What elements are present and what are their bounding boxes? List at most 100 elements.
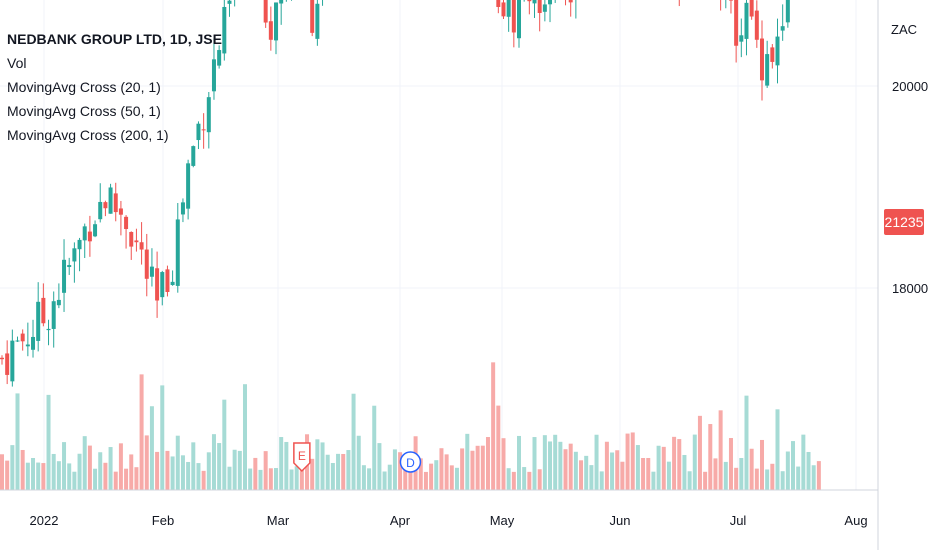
volume-bar (392, 449, 397, 490)
volume-bar (599, 471, 604, 490)
volume-bar (387, 464, 392, 490)
volume-bar (501, 438, 506, 490)
candle-body (0, 357, 4, 360)
volume-bar (744, 395, 749, 490)
volume-bar (449, 465, 454, 490)
volume-bar (315, 439, 320, 490)
candle-body (36, 301, 41, 341)
volume-bar (739, 457, 744, 490)
volume-bar (765, 469, 770, 490)
study-ma-50[interactable]: MovingAvg Cross (50, 1) (7, 103, 161, 119)
volume-bar (165, 450, 170, 490)
candle-body (149, 266, 154, 277)
volume-bar (149, 406, 154, 490)
volume-bar (759, 439, 764, 490)
volume-bar (248, 468, 253, 490)
volume-bar (615, 450, 620, 490)
symbol-title[interactable]: NEDBANK GROUP LTD, 1D, JSE (7, 31, 222, 47)
candle-body (548, 0, 553, 5)
volume-bars (0, 362, 821, 490)
volume-bar (206, 452, 211, 490)
volume-bar (367, 468, 372, 490)
candle-body (62, 259, 67, 293)
volume-bar (770, 463, 775, 490)
volume-bar (160, 385, 165, 490)
volume-bar (723, 461, 728, 490)
candle-body (511, 0, 516, 33)
volume-bar (341, 453, 346, 490)
volume-bar (775, 409, 780, 490)
volume-bar (51, 453, 56, 490)
volume-bar (491, 362, 496, 490)
candle-body (134, 240, 139, 243)
volume-bar (697, 415, 702, 490)
candle-body (118, 208, 123, 215)
volume-bar (687, 471, 692, 490)
candle-body (31, 336, 36, 350)
volume-bar (253, 457, 258, 490)
volume-bar (139, 374, 144, 490)
volume-bar (294, 466, 299, 490)
volume-bar (336, 453, 341, 490)
volume-bar (527, 471, 532, 490)
volume-bar (434, 460, 439, 490)
volume-bar (780, 471, 785, 490)
study-volume[interactable]: Vol (7, 55, 27, 71)
study-ma-200[interactable]: MovingAvg Cross (200, 1) (7, 127, 169, 143)
volume-bar (682, 454, 687, 490)
volume-bar (677, 439, 682, 490)
volume-bar (82, 436, 87, 490)
candle-body (501, 2, 506, 17)
candle-body (25, 344, 30, 347)
chart-legend: NEDBANK GROUP LTD, 1D, JSE Vol MovingAvg… (7, 27, 222, 147)
volume-bar (41, 463, 46, 490)
candle-body (67, 265, 72, 268)
volume-bar (646, 457, 651, 490)
candle-body (191, 146, 196, 166)
candle-body (279, 0, 284, 4)
volume-bar (816, 461, 821, 490)
volume-bar (180, 455, 185, 490)
study-ma-20[interactable]: MovingAvg Cross (20, 1) (7, 79, 161, 95)
candle-body (759, 38, 764, 81)
candle-body (765, 54, 770, 86)
volume-bar (134, 467, 139, 490)
candle-body (517, 0, 521, 39)
candle-body (46, 328, 51, 331)
candle-body (82, 226, 87, 241)
volume-bar (418, 458, 423, 490)
volume-bar (749, 448, 754, 490)
candlesticks (0, 0, 790, 387)
volume-bar (10, 445, 15, 490)
time-tick-label: Feb (152, 513, 174, 528)
candle-body (496, 0, 501, 7)
candle-body (780, 26, 785, 31)
candle-body (170, 281, 175, 286)
volume-bar (811, 465, 816, 490)
candle-body (175, 219, 180, 286)
time-tick-label: Jul (730, 513, 747, 528)
candle-body (268, 21, 273, 40)
candle-body (165, 269, 170, 293)
candle-body (568, 0, 573, 3)
candle-body (734, 0, 739, 46)
volume-bar (62, 442, 67, 490)
volume-bar (361, 465, 366, 490)
volume-bar (604, 441, 609, 490)
volume-bar (734, 467, 739, 490)
candle-body (186, 163, 191, 209)
volume-bar (201, 470, 206, 490)
volume-bar (227, 466, 232, 490)
volume-bar (25, 462, 30, 490)
candle-body (103, 202, 108, 209)
volume-bar (439, 448, 444, 490)
candle-body (72, 248, 77, 262)
volume-bar (242, 384, 247, 490)
volume-bar (517, 435, 521, 490)
volume-bar (785, 451, 790, 490)
volume-bar (620, 461, 625, 490)
volume-bar (325, 454, 330, 490)
